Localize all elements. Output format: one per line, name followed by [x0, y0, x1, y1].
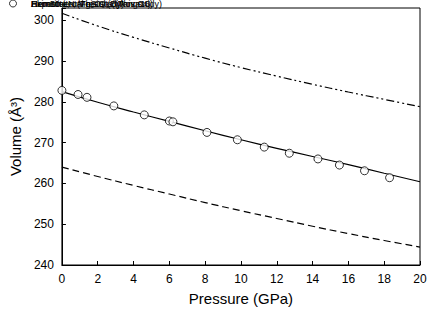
svg-text:6: 6 [166, 272, 173, 286]
svg-text:8: 8 [202, 272, 209, 286]
svg-text:290: 290 [34, 54, 54, 68]
svg-text:14: 14 [306, 272, 320, 286]
svg-text:20: 20 [413, 272, 427, 286]
svg-text:2: 2 [94, 272, 101, 286]
svg-text:260: 260 [34, 176, 54, 190]
svg-text:270: 270 [34, 136, 54, 150]
svg-text:300: 300 [34, 13, 54, 27]
svg-text:280: 280 [34, 95, 54, 109]
svg-text:10: 10 [234, 272, 248, 286]
svg-text:240: 240 [34, 258, 54, 272]
svg-text:Volume (Å³): Volume (Å³) [7, 97, 24, 176]
svg-text:Pressure (GPa): Pressure (GPa) [189, 290, 293, 307]
svg-text:Experimental results (This stu: Experimental results (This study) [31, 0, 162, 9]
svg-text:16: 16 [342, 272, 356, 286]
svg-text:4: 4 [130, 272, 137, 286]
svg-text:250: 250 [34, 217, 54, 231]
svg-text:18: 18 [378, 272, 392, 286]
svg-text:0: 0 [59, 272, 66, 286]
svg-text:12: 12 [270, 272, 284, 286]
